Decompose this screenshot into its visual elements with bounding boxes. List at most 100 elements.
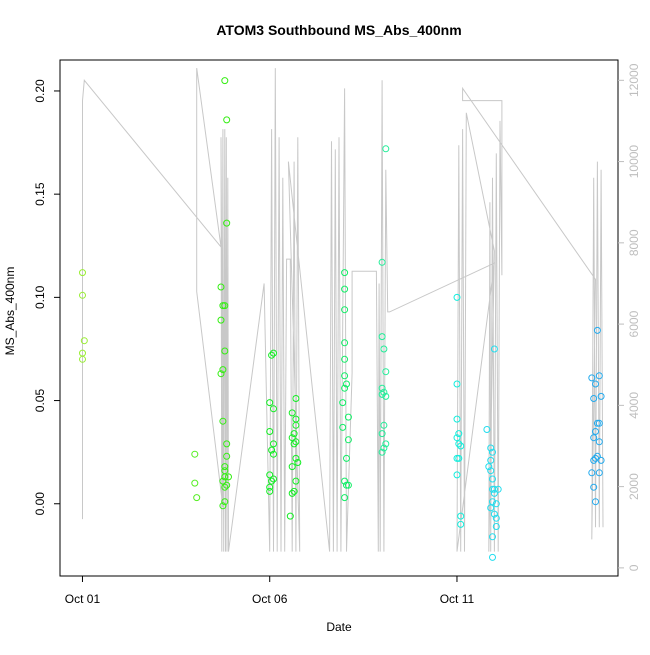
data-point [489,448,496,456]
data-point [270,349,277,357]
data-point [341,384,349,392]
data-point [592,498,599,506]
data-point [270,440,277,448]
data-point [286,512,294,520]
data-point [288,434,296,442]
data-point [494,485,502,493]
data-point [588,374,596,382]
y-axis-label: MS_Abs_400nm [3,267,17,356]
data-point [344,436,352,444]
x-tick-label: Oct 06 [252,592,288,606]
data-point [592,428,599,435]
data-point [378,390,386,398]
data-point [219,477,227,485]
data-point [490,345,498,353]
data-point [292,454,300,462]
data-point [378,333,386,341]
data-point [80,337,88,345]
data-point [219,302,227,310]
data-point [595,372,603,380]
y-tick-label: 0.20 [33,79,47,103]
data-point [343,481,350,489]
data-point [487,467,495,475]
data-point [380,421,388,429]
y2-tick-label: 4000 [627,392,641,419]
data-point [339,423,347,431]
data-point [341,355,349,363]
data-point [485,463,493,471]
data-point [191,479,199,487]
data-point [490,489,498,497]
data-point [344,481,352,489]
y-tick-label: 0.15 [33,182,47,206]
data-point [290,440,298,448]
data-point [588,469,596,477]
data-point [344,413,352,421]
altitude-line [82,68,604,552]
data-point [453,415,461,423]
data-point [380,345,388,353]
y2-tick-label: 10000 [627,145,641,179]
data-point [219,366,227,374]
data-point [193,494,201,502]
data-point [341,306,349,314]
data-point [191,450,199,458]
data-point [341,285,349,293]
data-point [455,440,463,448]
y2-tick-label: 12000 [627,63,641,97]
data-point [225,473,232,481]
data-point [453,293,461,301]
y-tick-label: 0.00 [33,492,47,516]
data-point [341,477,349,485]
data-point [79,355,86,363]
data-point [288,463,296,471]
data-point [221,302,229,310]
data-point [217,283,225,291]
data-point [382,145,390,153]
data-point [266,471,274,479]
data-point [341,372,349,380]
data-point [268,351,276,359]
data-point [590,483,598,491]
data-point [492,514,500,522]
data-point [592,380,599,388]
data-point [489,533,496,541]
data-point [221,498,229,506]
x-axis-label: Date [326,620,352,634]
data-point [268,446,276,454]
data-point [288,409,296,417]
data-point [343,454,350,462]
data-point [457,442,465,450]
data-point [288,489,296,497]
data-point [292,438,300,446]
data-point [270,475,277,483]
data-point [483,426,491,433]
data-point [341,494,349,502]
data-point [221,483,229,491]
x-tick-label: Oct 11 [440,592,475,606]
data-point [487,444,495,452]
data-point [380,388,388,396]
data-point [457,520,465,528]
y2-tick-label: 2000 [627,473,641,500]
data-point [455,430,463,438]
data-point [266,428,274,435]
y2-tick-label: 0 [627,564,641,571]
data-point [457,512,465,520]
data-point [382,440,390,448]
data-point [597,392,605,400]
y2-tick-label: 8000 [627,229,641,256]
data-point [217,370,225,378]
data-point [492,523,500,530]
data-point [223,452,231,460]
data-point [597,456,605,464]
data-point [593,452,601,460]
y-tick-label: 0.05 [33,389,47,413]
data-point [380,444,388,452]
points-layer [79,77,605,561]
data-point [378,258,386,266]
chart-title: ATOM3 Southbound MS_Abs_400nm [216,22,461,38]
x-tick-label: Oct 01 [65,592,101,606]
y-tick-label: 0.10 [33,285,47,309]
